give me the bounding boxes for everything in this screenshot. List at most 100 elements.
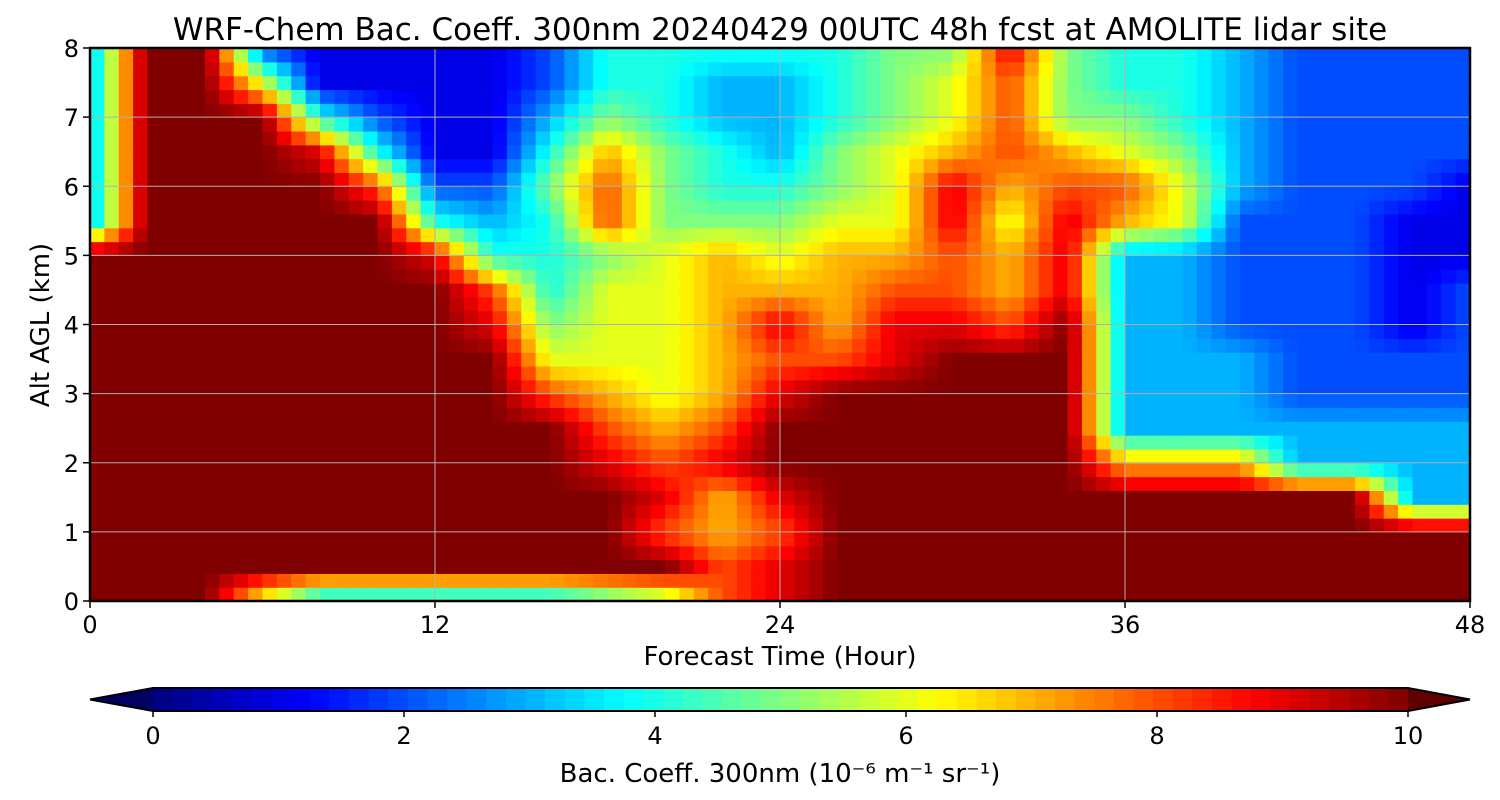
heat-cell: [636, 200, 652, 215]
colorbar-segment: [976, 688, 997, 711]
heat-cell: [1211, 283, 1227, 298]
heat-cell: [1340, 310, 1356, 326]
heat-cell: [463, 490, 479, 505]
heat-cell: [1383, 504, 1399, 519]
heat-cell: [665, 61, 680, 77]
heat-cell: [190, 365, 206, 381]
heat-cell: [895, 103, 910, 118]
heat-cell: [895, 462, 910, 478]
heat-cell: [1024, 338, 1040, 353]
heat-cell: [823, 48, 839, 63]
heat-cell: [262, 48, 278, 63]
heat-cell: [1283, 172, 1299, 187]
heat-cell: [291, 448, 307, 464]
heat-cell: [1196, 365, 1212, 381]
heat-cell: [133, 573, 149, 588]
heat-cell: [133, 352, 149, 367]
heat-cell: [837, 435, 853, 450]
heat-cell: [679, 462, 695, 478]
heat-cell: [621, 545, 637, 561]
heat-cell: [1455, 324, 1470, 339]
heat-cell: [1268, 200, 1284, 215]
heat-cell: [607, 213, 623, 229]
heat-cell: [1096, 283, 1112, 298]
heat-cell: [463, 200, 479, 215]
heat-cell: [780, 587, 795, 601]
heat-cell: [1326, 172, 1342, 187]
heat-cell: [320, 213, 335, 229]
heat-cell: [794, 130, 810, 146]
heat-cell: [463, 531, 479, 547]
heat-cell: [463, 462, 479, 478]
heat-cell: [233, 462, 249, 478]
heat-cell: [1297, 117, 1313, 132]
heat-cell: [765, 476, 781, 491]
heat-cell: [708, 407, 724, 422]
heat-cell: [808, 504, 824, 519]
heat-cell: [435, 241, 450, 256]
heat-cell: [147, 241, 163, 256]
heat-cell: [406, 283, 422, 298]
heat-cell: [449, 587, 465, 601]
heat-cell: [219, 421, 235, 436]
heat-cell: [1139, 213, 1155, 229]
heat-cell: [564, 89, 580, 104]
heat-cell: [118, 490, 134, 505]
heat-cell: [506, 200, 522, 215]
heat-cell: [895, 573, 910, 588]
heat-cell: [478, 255, 494, 270]
heat-cell: [521, 186, 537, 201]
heat-cell: [190, 393, 206, 409]
heat-cell: [938, 338, 954, 353]
heat-cell: [104, 144, 120, 160]
heat-cell: [866, 476, 882, 491]
heat-cell: [780, 476, 795, 491]
heat-cell: [1268, 255, 1284, 270]
heat-cell: [104, 462, 120, 478]
heat-cell: [1182, 158, 1198, 174]
heat-cell: [161, 130, 177, 146]
heat-cell: [1383, 421, 1399, 436]
heat-cell: [808, 559, 824, 574]
heat-cell: [1311, 103, 1327, 118]
heat-cell: [823, 476, 839, 491]
heat-cell: [1024, 200, 1040, 215]
heat-cell: [1053, 462, 1069, 478]
heat-cell: [276, 490, 292, 505]
heat-cell: [420, 448, 436, 464]
heat-cell: [794, 379, 810, 395]
heat-cell: [851, 573, 867, 588]
heat-cell: [794, 490, 810, 505]
heat-cell: [578, 117, 594, 132]
heat-cell: [420, 89, 436, 104]
heat-cell: [693, 448, 709, 464]
heat-cell: [435, 103, 450, 118]
heat-cell: [665, 227, 680, 243]
heat-cell: [679, 338, 695, 353]
heat-cell: [161, 89, 177, 104]
heat-cell: [521, 61, 537, 77]
colorbar-segment: [819, 688, 840, 711]
heat-cell: [880, 89, 896, 104]
heat-cell: [90, 490, 105, 505]
heat-cell: [291, 158, 307, 174]
heat-cell: [190, 435, 206, 450]
heat-cell: [650, 365, 666, 381]
heat-cell: [1455, 200, 1470, 215]
heat-cell: [621, 269, 637, 284]
heat-cell: [1283, 48, 1299, 63]
heat-cell: [1196, 48, 1212, 63]
heat-cell: [880, 324, 896, 339]
heat-cell: [1096, 476, 1112, 491]
heat-cell: [564, 269, 580, 284]
heat-cell: [219, 144, 235, 160]
heat-cell: [593, 48, 609, 63]
heat-cell: [1268, 130, 1284, 146]
heat-cell: [521, 435, 537, 450]
heat-cell: [1340, 144, 1356, 160]
heat-cell: [1096, 448, 1112, 464]
colorbar-segment: [1015, 688, 1037, 711]
heat-cell: [851, 117, 867, 132]
heat-cell: [1398, 545, 1414, 561]
heat-cell: [650, 435, 666, 450]
